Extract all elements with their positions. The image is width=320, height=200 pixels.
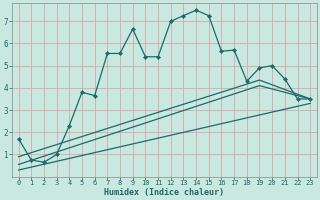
X-axis label: Humidex (Indice chaleur): Humidex (Indice chaleur): [104, 188, 224, 197]
